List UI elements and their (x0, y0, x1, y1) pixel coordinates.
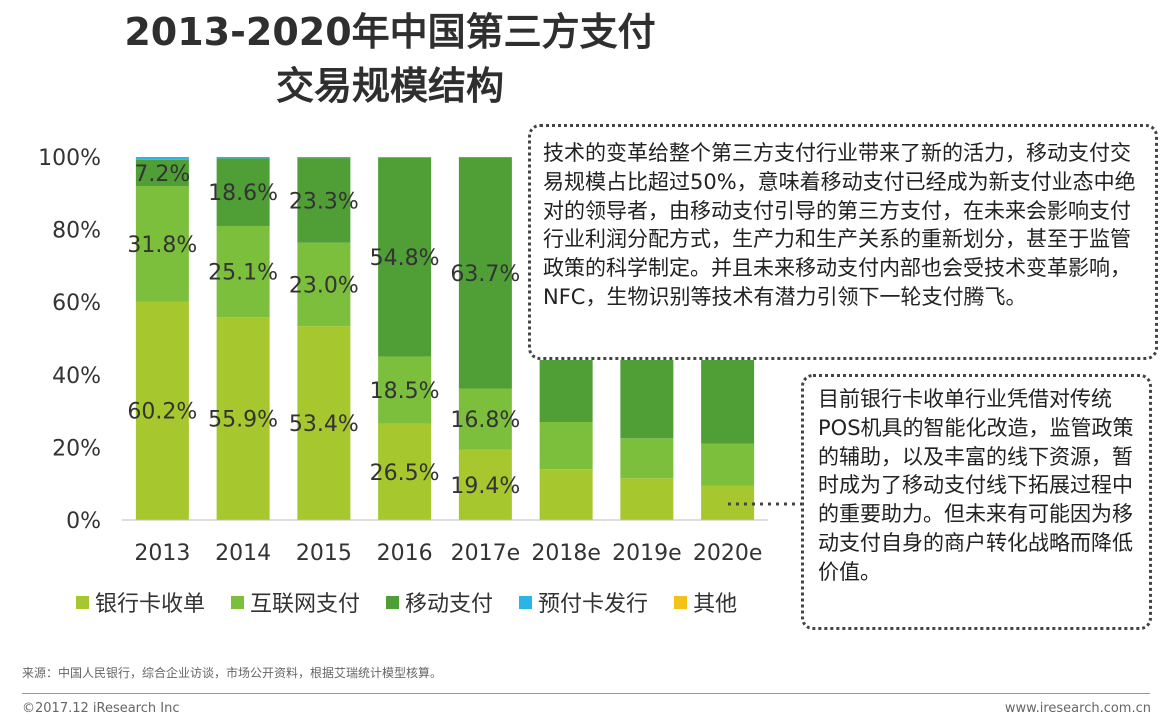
x-tick-label: 2017e (451, 541, 521, 566)
footer-divider (22, 693, 1150, 694)
bar-segment (539, 469, 593, 520)
bar-segment (378, 157, 432, 158)
data-label: 18.5% (370, 379, 440, 404)
legend-item: 预付卡发行 (519, 586, 648, 618)
source-note: 来源：中国人民银行，综合企业访谈，市场公开资料，根据艾瑞统计模型核算。 (22, 666, 443, 680)
x-tick-label: 2015 (296, 541, 352, 566)
data-label: 19.4% (450, 474, 520, 499)
data-label: 60.2% (127, 400, 197, 425)
bar-segment (135, 157, 189, 160)
bar-segment (539, 421, 593, 470)
bar-segment (216, 157, 270, 159)
data-label: 25.1% (208, 261, 278, 286)
legend-item: 互联网支付 (231, 586, 360, 618)
bar-segment (216, 158, 270, 226)
legend-swatch (519, 595, 533, 609)
y-tick-label: 80% (52, 219, 101, 244)
bar-segment (620, 478, 674, 520)
bar-segment (458, 449, 512, 520)
data-label: 55.9% (208, 408, 278, 433)
bar-segment (216, 317, 270, 520)
bar-segment (297, 326, 351, 520)
bar-segment (458, 388, 512, 450)
legend-item: 移动支付 (386, 586, 493, 618)
x-tick-label: 2013 (134, 541, 190, 566)
bar-segment (216, 225, 270, 318)
x-tick-label: 2020e (693, 541, 763, 566)
bar-segment (378, 356, 432, 424)
data-label: 31.8% (127, 233, 197, 258)
legend-label: 银行卡收单 (95, 592, 206, 617)
data-label: 26.5% (370, 461, 440, 486)
bar-segment (297, 158, 351, 243)
legend-swatch (386, 595, 400, 609)
chart-legend: 银行卡收单 互联网支付 移动支付 预付卡发行 其他 (76, 586, 737, 618)
bar-segment (701, 443, 755, 486)
website-text: www.iresearch.com.cn (1004, 701, 1151, 716)
data-label: 23.0% (289, 273, 359, 298)
chart-title-line1: 2013-2020年中国第三方支付 (124, 10, 656, 54)
legend-swatch (76, 595, 89, 609)
legend-label: 互联网支付 (250, 592, 361, 617)
bar-segment (620, 438, 674, 479)
legend-swatch (674, 595, 688, 609)
bar-segment (297, 157, 351, 159)
y-tick-label: 0% (66, 509, 101, 534)
legend-item: 银行卡收单 (76, 586, 205, 618)
bar-segment (458, 157, 512, 389)
bar-segment (378, 423, 432, 520)
legend-label: 移动支付 (405, 592, 494, 617)
bar-segment (135, 301, 189, 520)
legend-item: 其他 (674, 586, 737, 618)
legend-label: 其他 (693, 592, 738, 617)
y-tick-label: 100% (38, 146, 101, 171)
annotation-box-bank-card: 目前银行卡收单行业凭借对传统POS机具的智能化改造，监管政策的辅助，以及丰富的线… (801, 374, 1152, 630)
legend-label: 预付卡发行 (538, 592, 649, 617)
x-tick-label: 2019e (612, 541, 682, 566)
data-label: 16.8% (450, 408, 520, 433)
data-label: 7.2% (134, 162, 190, 187)
x-tick-label: 2018e (531, 541, 601, 566)
bar-segment (297, 242, 351, 327)
data-label: 54.8% (370, 246, 440, 271)
y-tick-label: 40% (52, 364, 101, 389)
data-label: 63.7% (450, 262, 520, 287)
copyright-text: ©2017.12 iResearch Inc (22, 701, 180, 716)
data-label: 53.4% (289, 412, 359, 437)
legend-swatch (231, 595, 245, 609)
x-tick-label: 2016 (377, 541, 433, 566)
chart-title-line2: 交易规模结构 (275, 64, 504, 108)
data-label: 23.3% (289, 189, 359, 214)
annotation-box-mobile-payment: 技术的变革给整个第三方支付行业带来了新的活力，移动支付交易规模占比超过50%，意… (528, 124, 1158, 360)
data-label: 18.6% (208, 181, 278, 206)
y-tick-label: 20% (52, 436, 101, 461)
bar-segment (135, 186, 189, 302)
bar-segment (135, 159, 189, 187)
bar-segment (378, 157, 432, 357)
x-tick-label: 2014 (215, 541, 271, 566)
y-tick-label: 60% (52, 291, 101, 316)
